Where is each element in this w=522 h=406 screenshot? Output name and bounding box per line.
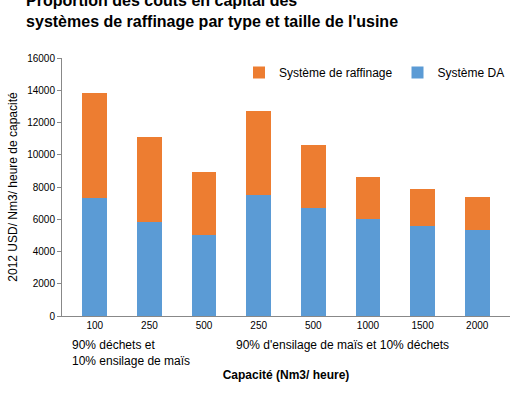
svg-text:8000: 8000 xyxy=(33,182,56,193)
svg-text:10000: 10000 xyxy=(27,149,55,160)
svg-text:Capacité (Nm3/ heure): Capacité (Nm3/ heure) xyxy=(223,368,350,382)
svg-text:Système de raffinage: Système de raffinage xyxy=(279,66,393,80)
svg-text:Proportion des coûts en capita: Proportion des coûts en capital dessystè… xyxy=(26,0,398,30)
svg-text:90% d'ensilage de maïs et 10%: 90% d'ensilage de maïs et 10% déchets xyxy=(236,338,449,352)
svg-text:0: 0 xyxy=(49,311,55,322)
svg-text:2012 USD/ Nm3/ heure de capaci: 2012 USD/ Nm3/ heure de capacité xyxy=(6,92,20,282)
svg-text:14000: 14000 xyxy=(27,85,55,96)
svg-text:500: 500 xyxy=(305,320,322,331)
svg-text:250: 250 xyxy=(141,320,158,331)
svg-text:6000: 6000 xyxy=(33,214,56,225)
svg-text:2000: 2000 xyxy=(33,278,56,289)
svg-text:12000: 12000 xyxy=(27,117,55,128)
svg-text:90% déchets et10% ensilage de: 90% déchets et10% ensilage de maïs xyxy=(72,338,190,368)
svg-text:1000: 1000 xyxy=(357,320,380,331)
svg-text:250: 250 xyxy=(250,320,267,331)
svg-text:16000: 16000 xyxy=(27,53,55,64)
svg-text:4000: 4000 xyxy=(33,246,56,257)
svg-text:2000: 2000 xyxy=(466,320,489,331)
svg-text:100: 100 xyxy=(86,320,103,331)
svg-text:Système DA: Système DA xyxy=(438,66,505,80)
svg-text:1500: 1500 xyxy=(411,320,434,331)
svg-text:500: 500 xyxy=(196,320,213,331)
